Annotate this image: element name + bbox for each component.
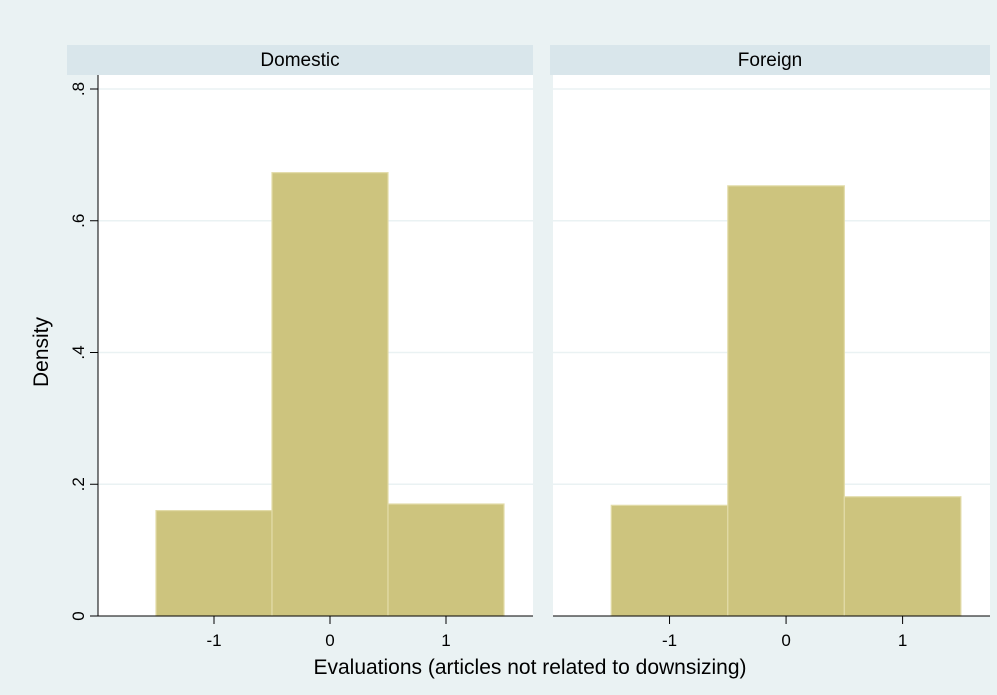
x-tick-label: -1 — [206, 631, 221, 650]
y-tick-label: .4 — [69, 345, 88, 359]
panel-foreign: Foreign -1 0 1 — [550, 45, 990, 650]
panel-title: Foreign — [738, 50, 802, 71]
x-tick-label: -1 — [662, 631, 677, 650]
histogram-bar — [610, 504, 729, 617]
histogram-bar — [155, 510, 273, 617]
histogram-bar — [387, 503, 505, 617]
x-tick-label: 0 — [781, 631, 790, 650]
y-tick-label: 0 — [69, 611, 88, 620]
x-axis: -1 0 1 — [553, 615, 990, 650]
histogram-bar — [727, 185, 845, 617]
panel-domestic: Domestic -1 0 1 — [67, 45, 533, 650]
y-tick-label: .8 — [69, 82, 88, 96]
y-axis-label: Density — [30, 316, 53, 387]
panel-title-strip — [67, 45, 533, 75]
x-axis-label: Evaluations (articles not related to dow… — [313, 656, 746, 679]
histogram-bar — [271, 172, 389, 617]
x-tick-label: 0 — [325, 631, 334, 650]
x-tick-label: 1 — [441, 631, 450, 650]
panel-title-strip — [550, 45, 990, 75]
bars — [610, 185, 962, 617]
bars — [155, 172, 505, 617]
y-tick-label: .2 — [69, 477, 88, 491]
histogram-bar — [843, 496, 962, 617]
y-tick-label: .6 — [69, 214, 88, 228]
x-axis: -1 0 1 — [98, 615, 533, 650]
x-tick-label: 1 — [898, 631, 907, 650]
y-axis: 0 .2 .4 .6 .8 — [69, 75, 99, 621]
panel-title: Domestic — [260, 50, 339, 71]
